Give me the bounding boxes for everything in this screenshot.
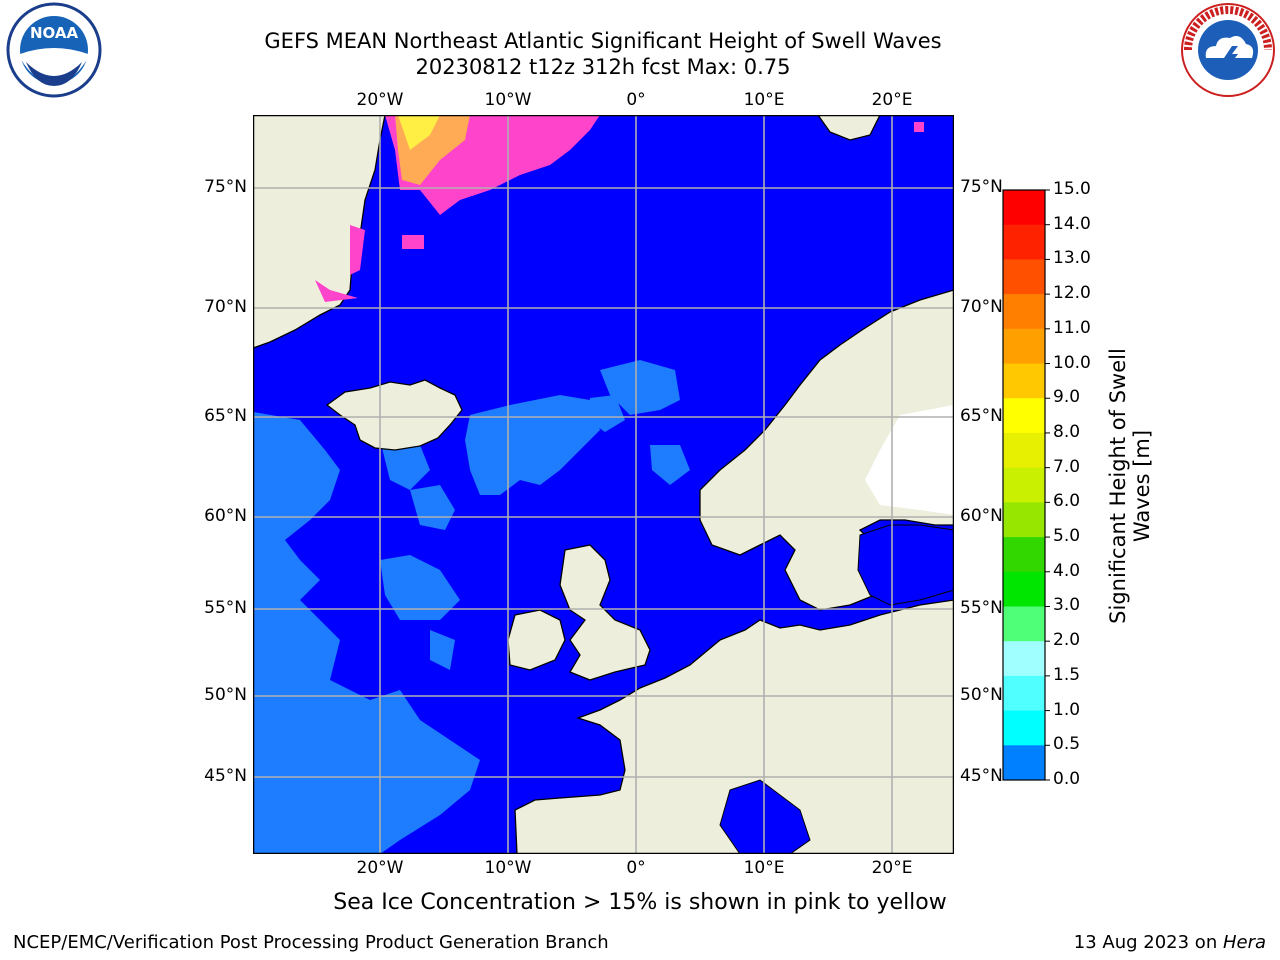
lon-label-bottom: 0°	[626, 858, 646, 878]
sea-ice	[315, 115, 924, 302]
colorbar-tick-label: 9.0	[1053, 387, 1081, 408]
lat-label-left: 45°N	[204, 766, 247, 786]
colorbar-band	[1003, 294, 1045, 330]
colorbar-band	[1003, 467, 1045, 503]
lat-label-left: 65°N	[204, 406, 247, 426]
colorbar-tick-label: 0.0	[1053, 769, 1081, 789]
colorbar-tick-label: 0.5	[1053, 734, 1081, 755]
lat-label-right: 45°N	[960, 766, 1003, 786]
lat-label-left: 55°N	[204, 598, 247, 618]
lon-label-top: 10°E	[743, 90, 785, 110]
colorbar-band	[1003, 224, 1045, 260]
colorbar-band	[1003, 190, 1045, 226]
map-subtitle: 20230812 t12z 312h fcst Max: 0.75	[415, 55, 791, 79]
colorbar-band	[1003, 675, 1045, 712]
colorbar-tick-label: 8.0	[1053, 421, 1081, 442]
colorbar-tick-label: 4.0	[1053, 560, 1081, 581]
colorbar-tick-label: 11.0	[1053, 317, 1091, 338]
footer-date-text: 13 Aug 2023 on	[1073, 932, 1223, 953]
lon-label-top: 20°E	[871, 90, 913, 110]
svg-text:NOAA: NOAA	[30, 24, 79, 42]
colorbar-band	[1003, 710, 1045, 746]
colorbar-tick-label: 1.5	[1053, 664, 1081, 685]
colorbar-band	[1003, 328, 1045, 365]
lon-label-top: 10°W	[484, 90, 532, 110]
graticule	[253, 115, 954, 854]
colorbar-tick-label: 6.0	[1053, 491, 1081, 512]
colorbar-tick-label: 5.0	[1053, 526, 1081, 547]
lon-label-bottom: 20°W	[356, 858, 404, 878]
land	[253, 115, 954, 854]
lat-label-right: 50°N	[960, 685, 1003, 705]
footer-host: Hera	[1222, 932, 1266, 953]
colorbar-tick-label: 10.0	[1053, 352, 1091, 373]
lat-label-right: 60°N	[960, 506, 1003, 526]
great-britain	[559, 544, 651, 681]
sea-ice-caption: Sea Ice Concentration > 15% is shown in …	[333, 890, 947, 915]
lon-label-bottom: 10°E	[743, 858, 785, 878]
colorbar-band	[1003, 606, 1045, 642]
colorbar-tick-label: 2.0	[1053, 630, 1081, 651]
lat-label-left: 60°N	[204, 506, 247, 526]
inland-seas	[719, 524, 954, 854]
colorbar-tick-label: 7.0	[1053, 456, 1081, 477]
colorbar-band	[1003, 259, 1045, 295]
lat-label-right: 55°N	[960, 598, 1003, 618]
lat-label-left: 70°N	[204, 297, 247, 317]
colorbar-band	[1003, 571, 1045, 607]
map-title: GEFS MEAN Northeast Atlantic Significant…	[264, 29, 942, 53]
colorbar-band	[1003, 745, 1045, 781]
colorbar-tick-label: 3.0	[1053, 595, 1081, 616]
colorbar-tick-label: 12.0	[1053, 283, 1091, 304]
colorbar-tick-label: 1.0	[1053, 699, 1081, 720]
low-swell-areas	[253, 360, 690, 854]
map-panel	[253, 115, 954, 854]
colorbar-tick-label: 15.0	[1053, 179, 1091, 199]
colorbar-band	[1003, 363, 1045, 399]
colorbar-title-line1: Significant Height of Swell	[1106, 348, 1130, 624]
colorbar-band	[1003, 398, 1045, 434]
footer-date: 13 Aug 2023 on Hera	[1074, 932, 1266, 953]
europe-mainland	[514, 599, 954, 854]
lakes	[865, 405, 954, 515]
colorbar-border	[1002, 189, 1046, 781]
colorbar-band	[1003, 537, 1045, 573]
greenland	[253, 115, 386, 349]
lat-label-right: 65°N	[960, 406, 1003, 426]
lat-label-right: 75°N	[960, 177, 1003, 197]
colorbar-band	[1003, 502, 1045, 538]
nws-logo	[1178, 2, 1278, 98]
lat-label-left: 50°N	[204, 685, 247, 705]
colorbar-band	[1003, 432, 1045, 469]
map-border	[253, 115, 954, 854]
footer-credit: NCEP/EMC/Verification Post Processing Pr…	[13, 932, 609, 953]
colorbar-band	[1003, 641, 1045, 677]
colorbar-tick-label: 14.0	[1053, 213, 1091, 234]
colorbar	[1002, 189, 1050, 781]
colorbar-title-line2: Waves [m]	[1130, 429, 1154, 543]
lon-label-top: 20°W	[356, 90, 404, 110]
svalbard	[817, 115, 881, 141]
noaa-logo: NOAA	[2, 2, 105, 98]
lat-label-left: 75°N	[204, 177, 247, 197]
colorbar-title: Significant Height of Swell Waves [m]	[1106, 276, 1154, 696]
colorbar-tick-label: 13.0	[1053, 248, 1091, 269]
lon-label-bottom: 10°W	[484, 858, 532, 878]
lon-label-bottom: 20°E	[871, 858, 913, 878]
lat-label-right: 70°N	[960, 297, 1003, 317]
lon-label-top: 0°	[626, 90, 646, 110]
